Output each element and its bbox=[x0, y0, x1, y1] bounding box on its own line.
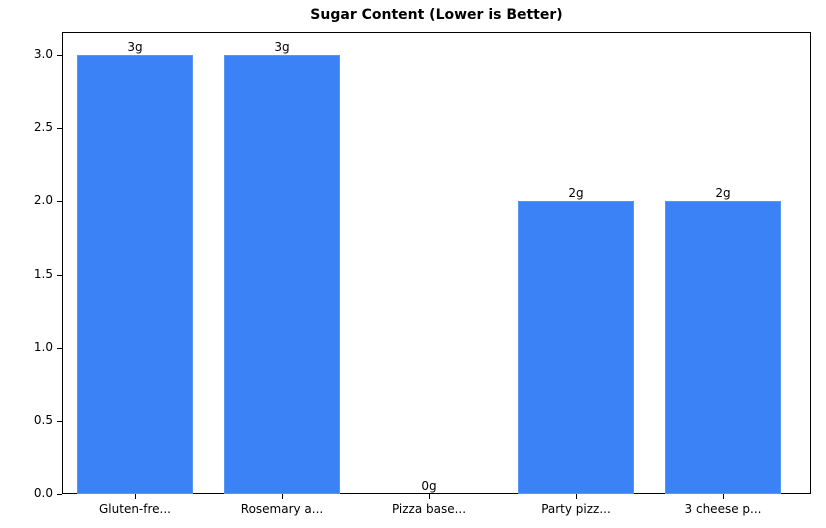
bar bbox=[665, 201, 781, 494]
bar-value-label: 2g bbox=[715, 186, 731, 201]
bar bbox=[77, 55, 193, 494]
bar bbox=[518, 201, 634, 494]
bar-value-label: 0g bbox=[421, 479, 437, 493]
x-tick-label: Pizza base... bbox=[391, 502, 467, 516]
bar-value-label: 3g bbox=[127, 40, 143, 54]
bar-value-label: 3g bbox=[274, 40, 290, 54]
y-tick-mark bbox=[57, 201, 62, 203]
y-tick-label: 1.0 bbox=[33, 339, 53, 354]
x-tick-label: Party pizz... bbox=[541, 502, 611, 516]
y-tick-mark bbox=[57, 347, 62, 349]
x-tick-mark bbox=[282, 494, 283, 499]
y-tick-mark bbox=[57, 274, 62, 276]
x-tick-label: Gluten-fre... bbox=[99, 502, 171, 516]
y-tick-mark bbox=[57, 420, 62, 422]
x-tick-label: 3 cheese p... bbox=[684, 502, 762, 516]
x-tick-mark bbox=[576, 494, 577, 499]
x-tick-mark bbox=[135, 494, 136, 499]
y-tick-mark bbox=[57, 55, 62, 56]
x-tick-mark bbox=[429, 494, 430, 499]
y-tick-label: 2.5 bbox=[33, 120, 53, 135]
plot-area bbox=[62, 32, 811, 494]
y-tick-label: 3.0 bbox=[33, 47, 53, 61]
bar-value-label: 2g bbox=[568, 186, 584, 201]
y-tick-label: 0.5 bbox=[33, 412, 53, 427]
x-tick-mark bbox=[723, 494, 724, 499]
chart-title: Sugar Content (Lower is Better) bbox=[310, 7, 563, 23]
bar bbox=[224, 55, 340, 494]
y-tick-label: 2.0 bbox=[33, 193, 53, 208]
y-tick-mark bbox=[57, 128, 62, 130]
x-tick-label: Rosemary a... bbox=[240, 502, 324, 516]
y-tick-label: 1.5 bbox=[33, 266, 53, 281]
y-tick-label: 0.0 bbox=[33, 486, 53, 500]
y-tick-mark bbox=[57, 494, 62, 495]
